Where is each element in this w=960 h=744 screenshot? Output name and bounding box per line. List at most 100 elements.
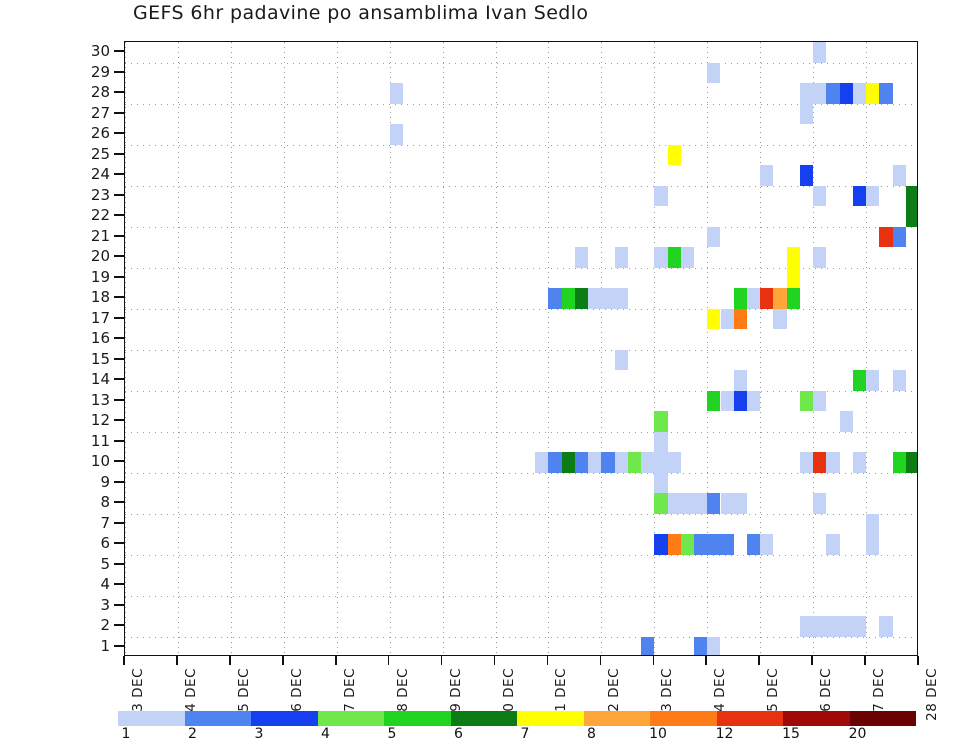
- y-axis-label: 1: [100, 636, 110, 655]
- y-axis-label: 13: [90, 390, 110, 409]
- chart-title: GEFS 6hr padavine po ansamblima Ivan Sed…: [133, 2, 589, 24]
- gridline-horizontal: [125, 595, 917, 597]
- precip-cell: [601, 452, 615, 473]
- x-axis-tick: [811, 656, 813, 665]
- precip-cell: [892, 165, 906, 186]
- y-axis-tick: [114, 152, 124, 155]
- precip-cell: [588, 288, 628, 309]
- y-axis-label: 4: [100, 575, 110, 594]
- precip-cell: [799, 452, 814, 473]
- precip-cell: [667, 144, 681, 165]
- gridline-horizontal: [125, 185, 917, 187]
- precip-cell: [799, 103, 814, 124]
- colorbar-tick-label: 20: [848, 726, 867, 742]
- precip-cell: [720, 390, 734, 411]
- y-axis-label: 19: [90, 267, 110, 286]
- precip-cell: [852, 83, 867, 104]
- y-axis-label: 5: [100, 554, 110, 573]
- precip-cell: [786, 247, 800, 268]
- colorbar-segment: [118, 711, 185, 726]
- gridline-vertical: [813, 42, 815, 655]
- precip-cell: [733, 390, 747, 411]
- plot-area: [124, 41, 918, 656]
- precip-cell: [866, 513, 880, 534]
- y-axis-label: 3: [100, 595, 110, 614]
- x-axis-tick: [599, 656, 602, 665]
- y-axis-tick: [114, 378, 124, 381]
- precip-cell: [667, 247, 681, 268]
- precip-cell: [892, 370, 906, 391]
- colorbar-segment: [317, 711, 384, 726]
- precip-cell: [799, 165, 814, 186]
- y-axis-tick: [114, 173, 124, 176]
- y-axis-tick: [114, 234, 124, 237]
- precip-cell: [746, 534, 761, 555]
- y-axis: 1 2 3 4 5 6 7 8 9 10 11 12 13 14 15 16 17 18 19 20 21 22 23 24 2…: [70, 41, 124, 656]
- precip-cell: [773, 308, 787, 329]
- precip-cell: [799, 616, 867, 637]
- precip-cell: [760, 288, 774, 309]
- y-axis-tick: [114, 214, 124, 217]
- y-axis-label: 21: [90, 226, 110, 245]
- x-axis-tick: [758, 656, 760, 665]
- x-axis-tick: [546, 656, 549, 665]
- precip-cell: [733, 288, 747, 309]
- gridline-vertical: [548, 42, 550, 655]
- precip-cell: [654, 534, 668, 555]
- colorbar-segment: [716, 711, 783, 726]
- precip-cell: [813, 493, 827, 514]
- precip-cell: [654, 247, 668, 268]
- y-axis-label: 28: [90, 83, 110, 102]
- precip-cell: [707, 226, 721, 247]
- y-axis-label: 10: [90, 452, 110, 471]
- precip-cell: [852, 452, 867, 473]
- colorbar: [118, 711, 916, 726]
- precip-cell: [852, 185, 867, 206]
- colorbar-tick-label: 8: [587, 726, 596, 742]
- x-axis-tick: [652, 656, 655, 665]
- precip-cell: [614, 247, 628, 268]
- y-axis-tick: [114, 419, 124, 422]
- precip-cell: [641, 636, 655, 655]
- gridline-horizontal: [125, 226, 917, 228]
- colorbar-segment: [251, 711, 318, 726]
- colorbar-tick-label: 12: [715, 726, 734, 742]
- gridline-horizontal: [125, 349, 917, 351]
- precip-cell: [813, 185, 827, 206]
- colorbar-tick-label: 7: [520, 726, 530, 742]
- colorbar-tick-label: 1: [121, 726, 131, 742]
- y-axis-label: 11: [90, 431, 110, 450]
- precip-cell: [707, 308, 721, 329]
- precip-cell: [760, 534, 774, 555]
- precip-cell: [667, 493, 708, 514]
- precip-cell: [826, 83, 840, 104]
- y-axis-tick: [114, 644, 124, 647]
- precip-cell: [866, 370, 880, 391]
- colorbar-segment: [650, 711, 717, 726]
- y-axis-label: 7: [100, 513, 110, 532]
- precip-cell: [627, 452, 642, 473]
- precip-cell: [654, 493, 668, 514]
- precip-cell: [839, 83, 853, 104]
- precip-cell: [614, 349, 628, 370]
- precip-cell: [720, 493, 747, 514]
- colorbar-segment: [517, 711, 584, 726]
- gridline-vertical: [442, 42, 444, 655]
- y-axis-label: 29: [90, 62, 110, 81]
- precip-cell: [826, 534, 840, 555]
- y-axis-label: 15: [90, 349, 110, 368]
- precip-cell: [905, 206, 917, 227]
- gridline-vertical: [125, 42, 126, 655]
- precip-cell: [694, 636, 708, 655]
- precip-cell: [654, 431, 668, 452]
- x-axis-tick: [864, 656, 866, 665]
- colorbar-tick-label: 4: [321, 726, 330, 742]
- precip-cell: [680, 247, 695, 268]
- gridline-vertical: [654, 42, 656, 655]
- gridline-vertical: [283, 42, 285, 655]
- precip-cell: [892, 452, 906, 473]
- y-axis-tick: [114, 132, 124, 135]
- precip-cell: [813, 452, 827, 473]
- colorbar-tick-label: 6: [454, 726, 463, 742]
